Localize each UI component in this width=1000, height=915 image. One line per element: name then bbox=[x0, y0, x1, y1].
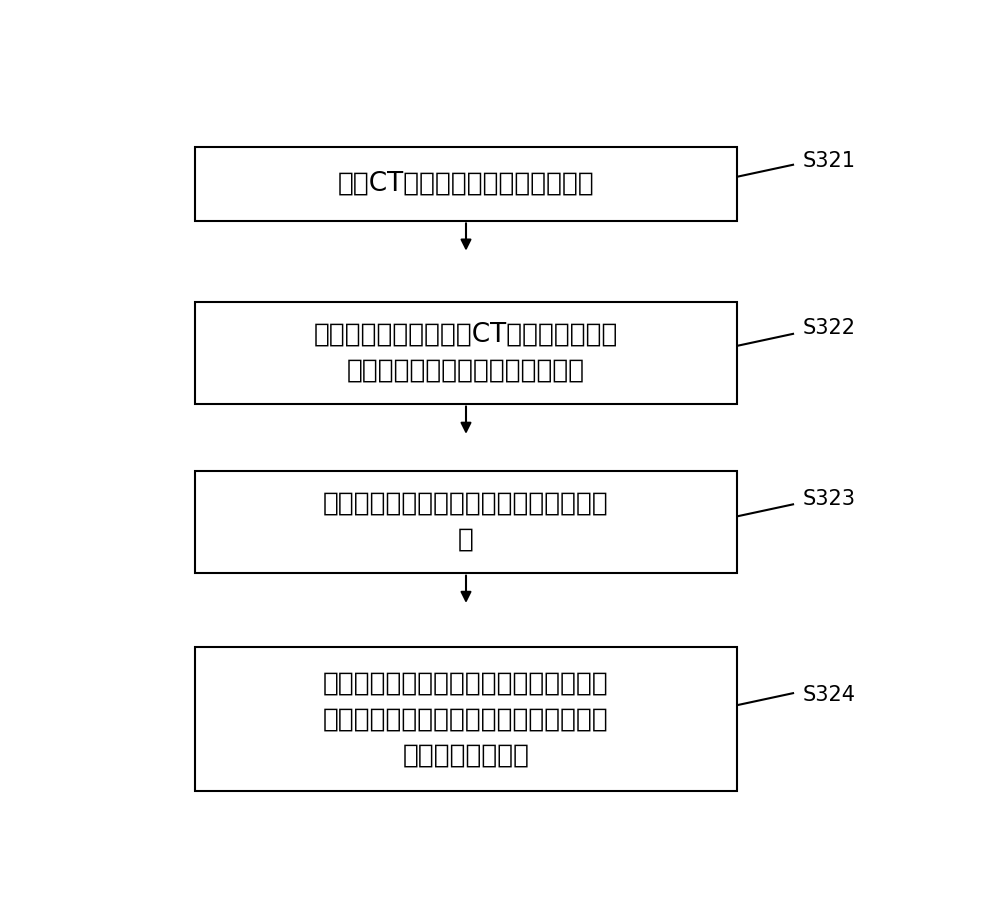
Bar bbox=[195, 471, 737, 573]
Text: S322: S322 bbox=[803, 318, 856, 339]
Text: S323: S323 bbox=[803, 489, 856, 509]
Text: 去除CT肝灌注图像中的非血管区域: 去除CT肝灌注图像中的非血管区域 bbox=[338, 171, 594, 197]
Bar bbox=[195, 146, 737, 221]
Bar bbox=[195, 647, 737, 791]
Text: 在去除非血管区域后的CT肝灌注图像序列
中选取其中一个图像作为目标图像: 在去除非血管区域后的CT肝灌注图像序列 中选取其中一个图像作为目标图像 bbox=[314, 322, 618, 384]
Text: 对所述目标图像进行边缘检测，形成边界
图: 对所述目标图像进行边缘检测，形成边界 图 bbox=[323, 491, 609, 553]
Bar bbox=[195, 302, 737, 404]
Text: S324: S324 bbox=[803, 684, 856, 705]
Text: 对所述边界图进行圆形霍夫变换，选取霍
夫变换中最大霍夫变换值对应圆的内部区
域作为腹部大动脉: 对所述边界图进行圆形霍夫变换，选取霍 夫变换中最大霍夫变换值对应圆的内部区 域作… bbox=[323, 670, 609, 769]
Text: S321: S321 bbox=[803, 151, 856, 170]
